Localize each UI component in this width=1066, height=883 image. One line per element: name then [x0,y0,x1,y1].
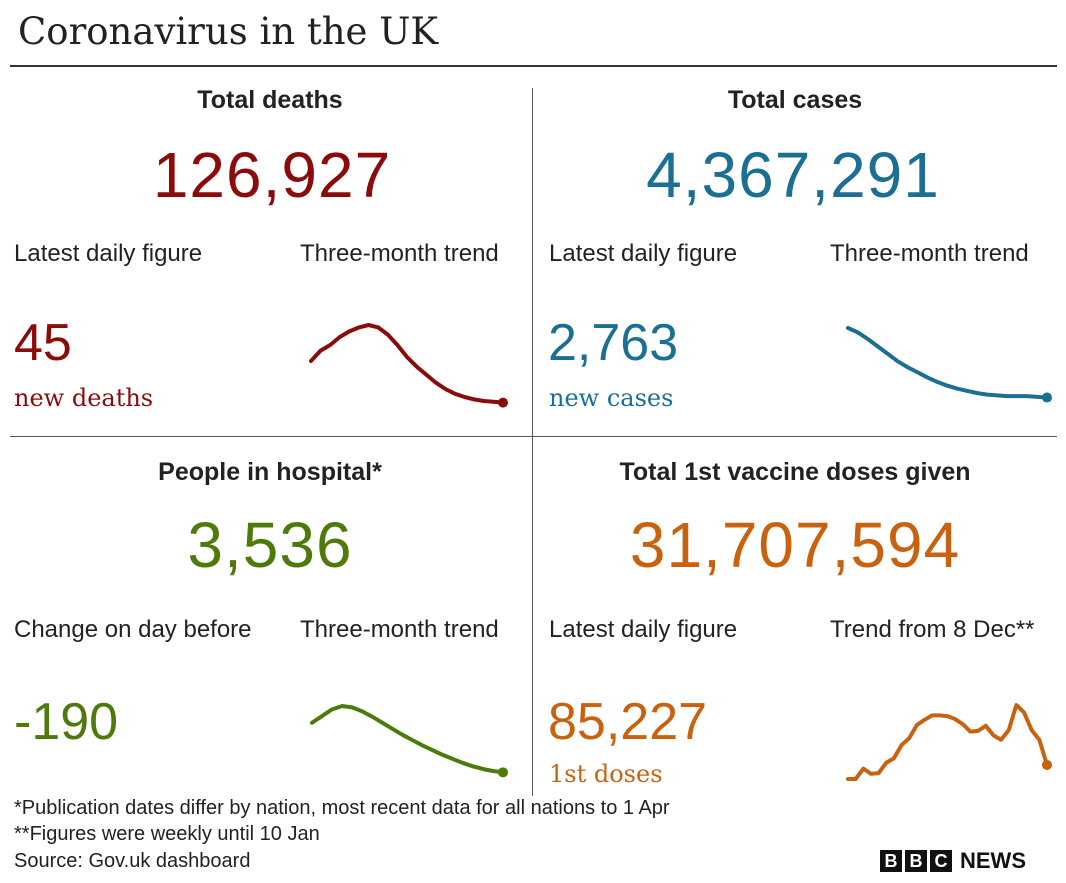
deaths-right-label: Three-month trend [300,240,499,267]
footnote-2: **Figures were weekly until 10 Jan [14,823,320,845]
vaccine-left-label: Latest daily figure [549,616,738,643]
deaths-heading: Total deaths [197,86,343,114]
vaccine-heading: Total 1st vaccine doses given [619,458,971,486]
hospital-heading: People in hospital* [158,458,382,486]
page-title: Coronavirus in the UK [18,10,439,53]
cases-right-label: Three-month trend [830,240,1029,267]
vaccine-right-label: Trend from 8 Dec** [830,616,1035,643]
cases-daily-sub: new cases [549,384,674,412]
title-divider [10,65,1057,67]
deaths-daily-value: 45 [14,314,72,372]
cases-total: 4,367,291 [646,139,940,211]
hospital-change-value: -190 [14,693,119,751]
cases-heading: Total cases [727,86,863,114]
logo-letter-c: C [930,850,952,872]
deaths-total: 126,927 [152,139,392,211]
horizontal-divider [10,436,1057,437]
vaccine-daily-value: 85,227 [548,693,708,751]
sparkline-end-point [1042,759,1052,770]
sparkline-end-point [1042,392,1052,403]
cases-sparkline [846,326,1052,403]
deaths-daily-sub: new deaths [14,384,154,412]
sparkline-path [309,323,505,405]
hospital-sparkline [310,704,508,778]
sparkline-path [846,326,1049,400]
deaths-sparkline [309,323,508,408]
sparkline-end-point [498,397,508,408]
logo-news-text: NEWS [960,848,1026,873]
bbc-news-logo: B B C NEWS [880,848,1026,874]
vertical-divider [532,88,533,796]
source-note: Source: Gov.uk dashboard [14,850,251,872]
logo-letter-b1: B [880,850,902,872]
logo-letter-b2: B [905,850,927,872]
sparkline-path [310,704,505,775]
sparkline-end-point [498,767,508,778]
deaths-left-label: Latest daily figure [14,240,203,267]
vaccine-daily-sub: 1st doses [549,760,663,788]
hospital-left-label: Change on day before [14,616,252,643]
footnote-1: *Publication dates differ by nation, mos… [14,797,670,819]
vaccine-sparkline [846,703,1052,781]
cases-left-label: Latest daily figure [549,240,738,267]
sparkline-path [846,703,1049,781]
hospital-right-label: Three-month trend [300,616,499,643]
cases-daily-value: 2,763 [548,314,679,372]
hospital-total: 3,536 [187,509,353,581]
vaccine-total: 31,707,594 [629,509,961,581]
